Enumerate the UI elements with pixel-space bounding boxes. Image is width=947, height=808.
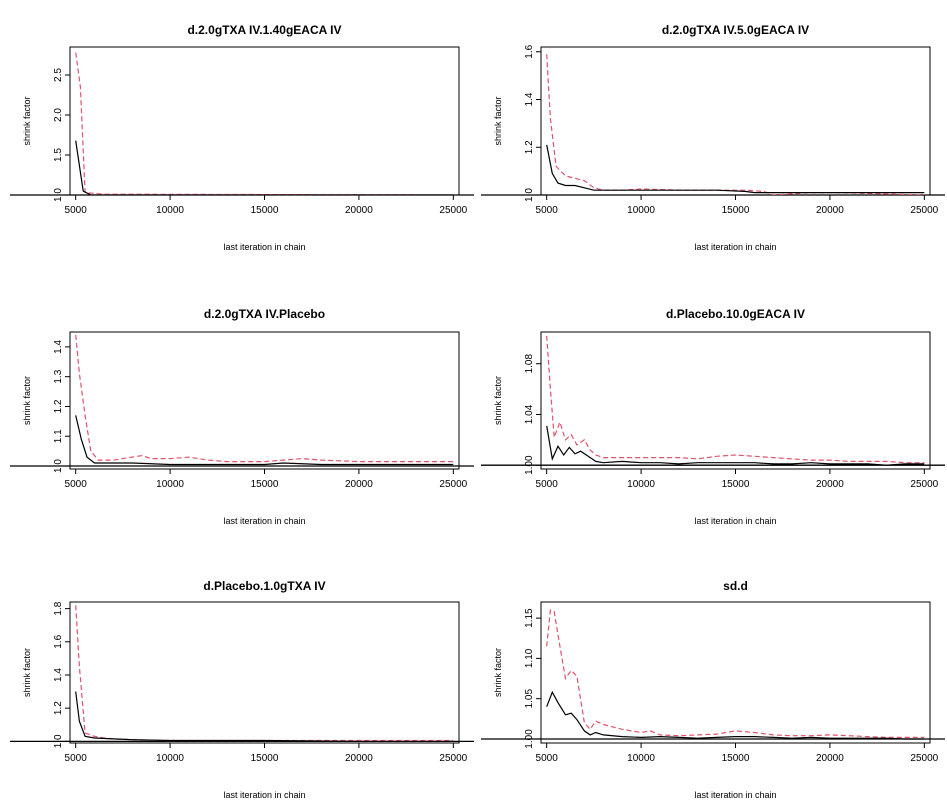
y-axis-label: shrink factor: [493, 96, 503, 145]
x-tick-label: 25000: [910, 205, 938, 216]
x-tick-label: 10000: [156, 479, 184, 490]
x-tick-label: 20000: [345, 205, 373, 216]
series-line-upper-quantile: [75, 52, 454, 195]
y-tick-label: 1.15: [524, 608, 535, 628]
chart-title: d.Placebo.10.0gEACA IV: [666, 307, 805, 321]
y-tick-label: 1.10: [524, 648, 535, 668]
series-line-median: [546, 425, 925, 466]
y-tick-label: 1.0: [524, 188, 535, 202]
x-tick-label: 20000: [816, 205, 844, 216]
chart-panel-4: d.Placebo.10.0gEACA IV 5000 10000 15000 2000…: [481, 307, 945, 526]
series-line-upper-quantile: [75, 334, 454, 463]
y-tick-label: 1.8: [53, 601, 64, 615]
x-tick-label: 10000: [156, 205, 184, 216]
y-tick-label: 1.0: [53, 459, 64, 473]
series-line-median: [546, 690, 925, 740]
chart-title: d.Placebo.1.0gTXA IV: [203, 579, 325, 593]
plot-frame: [69, 331, 460, 470]
chart-title: d.2.0gTXA IV.1.40gEACA IV: [187, 23, 341, 37]
chart-panel-3: d.2.0gTXA IV.Placebo 5000 10000 15000 20000 2…: [10, 307, 474, 526]
y-tick-label: 1.6: [53, 634, 64, 648]
y-tick-label: 1.0: [53, 734, 64, 748]
x-tick-label: 25000: [439, 753, 467, 764]
x-tick-label: 15000: [722, 205, 750, 216]
chart-panel-2: d.2.0gTXA IV.5.0gEACA IV 5000 10000 15000 20…: [481, 23, 945, 252]
y-tick-label: 2.5: [53, 68, 64, 82]
x-tick-label: 5000: [65, 205, 88, 216]
x-tick-label: 10000: [156, 753, 184, 764]
y-tick-label: 1.4: [524, 92, 535, 106]
x-axis-label: last iteration in chain: [694, 242, 776, 252]
x-tick-label: 20000: [345, 753, 373, 764]
y-tick-label: 1.2: [53, 399, 64, 413]
x-tick-label: 25000: [910, 753, 938, 764]
plot-frame: [540, 601, 931, 744]
x-tick-label: 10000: [627, 479, 655, 490]
y-axis-label: shrink factor: [22, 648, 32, 697]
y-axis-label: shrink factor: [22, 376, 32, 425]
x-tick-label: 15000: [251, 753, 279, 764]
x-tick-label: 10000: [627, 753, 655, 764]
x-tick-label: 15000: [722, 479, 750, 490]
y-tick-label: 1.05: [524, 689, 535, 709]
chart-panel-5: d.Placebo.1.0gTXA IV 5000 10000 15000 20000 2…: [10, 579, 474, 800]
series-line-upper-quantile: [546, 54, 925, 195]
x-axis-label: last iteration in chain: [223, 242, 305, 252]
series-line-upper-quantile: [75, 605, 454, 742]
series-line-median: [75, 691, 454, 742]
x-tick-label: 20000: [345, 479, 373, 490]
y-axis-label: shrink factor: [493, 376, 503, 425]
y-tick-label: 1.08: [524, 354, 535, 374]
x-axis-label: last iteration in chain: [223, 516, 305, 526]
y-axis-label: shrink factor: [22, 96, 32, 145]
y-tick-label: 1.3: [53, 369, 64, 383]
plot-frame: [540, 331, 931, 470]
x-axis-label: last iteration in chain: [223, 790, 305, 800]
x-axis-label: last iteration in chain: [694, 516, 776, 526]
x-tick-label: 25000: [439, 205, 467, 216]
x-axis-label: last iteration in chain: [694, 790, 776, 800]
chart-panel-1: d.2.0gTXA IV.1.40gEACA IV 5000 10000 15000 2…: [10, 23, 474, 252]
x-tick-label: 25000: [910, 479, 938, 490]
x-tick-label: 15000: [722, 753, 750, 764]
y-tick-label: 1.4: [53, 340, 64, 354]
x-tick-label: 10000: [627, 205, 655, 216]
y-tick-label: 1.2: [524, 140, 535, 154]
series-line-upper-quantile: [546, 335, 925, 464]
x-tick-label: 5000: [65, 479, 88, 490]
y-tick-label: 1.0: [53, 188, 64, 202]
chart-title: d.2.0gTXA IV.5.0gEACA IV: [662, 23, 809, 37]
y-tick-label: 1.6: [524, 44, 535, 58]
series-line-upper-quantile: [546, 609, 925, 739]
x-tick-label: 5000: [536, 205, 559, 216]
x-tick-label: 25000: [439, 479, 467, 490]
y-tick-label: 1.5: [53, 148, 64, 162]
x-tick-label: 5000: [65, 753, 88, 764]
y-tick-label: 1.2: [53, 701, 64, 715]
x-tick-label: 5000: [536, 479, 559, 490]
x-tick-label: 5000: [536, 753, 559, 764]
y-tick-label: 1.1: [53, 429, 64, 443]
plot-frame: [69, 601, 460, 744]
y-tick-label: 1.4: [53, 668, 64, 682]
x-tick-label: 15000: [251, 205, 279, 216]
x-tick-label: 15000: [251, 479, 279, 490]
chart-title: d.2.0gTXA IV.Placebo: [204, 307, 325, 321]
x-tick-label: 20000: [816, 753, 844, 764]
series-line-median: [75, 140, 454, 195]
series-line-median: [546, 144, 925, 194]
y-tick-label: 1.00: [524, 455, 535, 475]
y-tick-label: 2.0: [53, 108, 64, 122]
plot-frame: [540, 46, 931, 196]
chart-panel-6: sd.d 5000 10000 15000 20000 25000 1.00 1.05 1.10…: [481, 579, 945, 800]
x-tick-label: 20000: [816, 479, 844, 490]
series-line-median: [75, 415, 454, 466]
y-axis-label: shrink factor: [493, 648, 503, 697]
plot-frame: [69, 46, 460, 196]
chart-title: sd.d: [723, 579, 748, 593]
y-tick-label: 1.04: [524, 404, 535, 424]
y-tick-label: 1.00: [524, 729, 535, 749]
